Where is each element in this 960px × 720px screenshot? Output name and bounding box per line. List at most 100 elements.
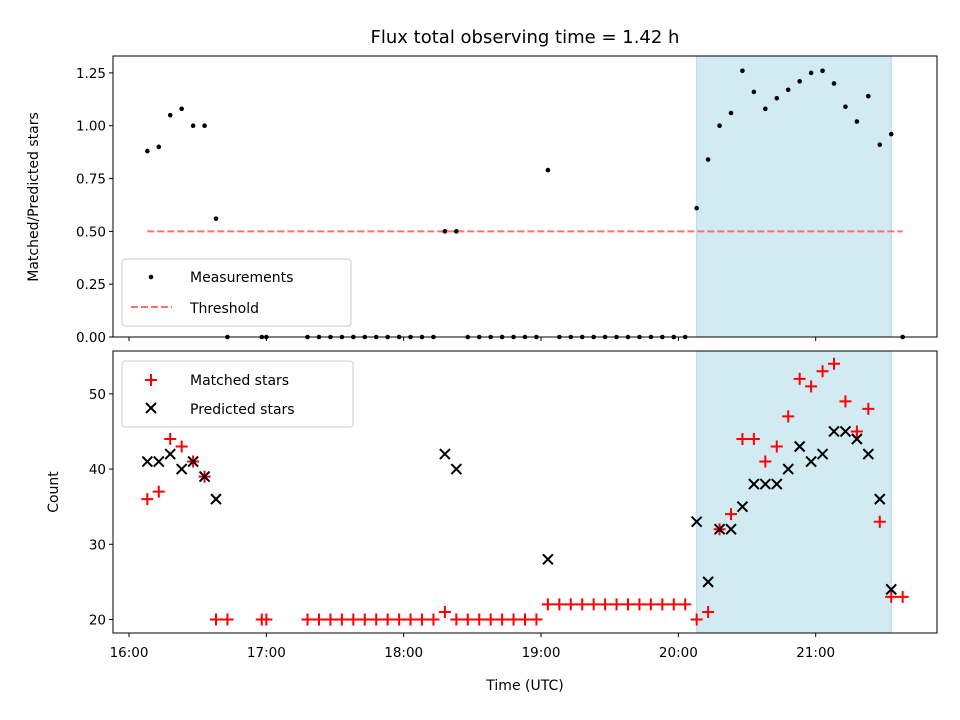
- top-legend-box: [121, 258, 352, 327]
- measurement-point: [442, 229, 448, 234]
- measurement-point: [751, 89, 757, 95]
- matched-star-point: [152, 485, 165, 498]
- matched-star-point: [519, 613, 531, 626]
- matched-star-point: [816, 365, 829, 378]
- predicted-star-point: [839, 425, 852, 438]
- legend-predicted-label: Predicted stars: [190, 402, 295, 418]
- matched-star-point: [679, 598, 692, 611]
- top-panel: 0.00 0.25 0.50 0.75 1.00 1.25 Matched/Predict…: [26, 55, 938, 346]
- matched-star-point: [667, 598, 680, 611]
- measurement-point: [808, 70, 814, 76]
- measurement-point: [545, 167, 551, 173]
- matched-star-point: [862, 402, 875, 415]
- predicted-star-point: [210, 493, 222, 505]
- predicted-star-point: [713, 523, 726, 535]
- matched-star-point: [313, 613, 325, 626]
- matched-star-point: [324, 613, 337, 626]
- legend-predicted-marker: [145, 402, 157, 414]
- matched-star-point: [461, 613, 474, 626]
- legend-matched-marker: [145, 374, 157, 386]
- matched-star-point: [599, 598, 612, 611]
- predicted-star-point: [725, 523, 737, 535]
- top-y-axis-label: Matched/Predicted stars: [26, 112, 42, 282]
- matched-star-point: [839, 395, 852, 408]
- predicted-star-point: [816, 448, 829, 460]
- predicted-star-point: [153, 455, 165, 468]
- matched-star-point: [335, 613, 348, 626]
- bottom-legend: Matched stars Predicted stars: [121, 360, 354, 428]
- predicted-star-point: [748, 478, 760, 490]
- top-legend: Measurements Threshold: [121, 258, 352, 327]
- legend-measurements-marker: [148, 274, 154, 280]
- matched-star-point: [736, 432, 749, 445]
- measurement-point: [866, 93, 871, 99]
- matched-star-point: [793, 372, 806, 385]
- measurement-point: [717, 123, 722, 129]
- matched-star-point: [656, 598, 669, 611]
- matched-star-point: [747, 432, 760, 445]
- predicted-star-point: [828, 425, 840, 438]
- measurement-point: [797, 79, 802, 84]
- measurement-point: [854, 119, 860, 124]
- matched-star-point: [702, 605, 715, 618]
- matched-star-point: [782, 410, 795, 423]
- predicted-star-point: [771, 478, 783, 490]
- matched-star-point: [770, 440, 783, 453]
- predicted-star-point: [141, 455, 154, 468]
- matched-star-point: [347, 613, 360, 626]
- matched-star-point: [507, 613, 520, 626]
- legend-matched-label: Matched stars: [190, 373, 289, 389]
- x-axis-label: Time (UTC): [485, 678, 563, 694]
- predicted-star-point: [187, 455, 199, 468]
- chart-title: Flux total observing time = 1.42 h: [371, 27, 680, 48]
- predicted-star-point: [175, 463, 188, 475]
- matched-star-point: [427, 613, 440, 626]
- bottom-ytick-label: 30: [89, 537, 106, 553]
- matched-star-point: [828, 357, 840, 370]
- measurement-point: [831, 81, 837, 86]
- measurement-point: [728, 110, 734, 116]
- matched-star-point: [358, 613, 371, 626]
- matched-star-point: [553, 598, 566, 611]
- matched-star-point: [541, 598, 554, 611]
- top-ytick-label: 0.75: [76, 172, 106, 188]
- legend-measurements-label: Measurements: [190, 270, 293, 286]
- top-ytick-label: 0.50: [76, 224, 106, 240]
- measurement-point: [785, 87, 791, 93]
- matched-star-point: [633, 598, 646, 611]
- matched-star-point: [805, 380, 818, 393]
- bottom-legend-box: [121, 360, 354, 428]
- top-ytick-label: 0.25: [76, 277, 106, 293]
- matched-star-point: [885, 590, 898, 603]
- matched-star-point: [873, 515, 886, 528]
- predicted-star-point: [874, 493, 886, 505]
- matched-star-point: [450, 613, 463, 626]
- bottom-y-axis-label: Count: [46, 471, 62, 513]
- measurement-point: [843, 104, 848, 110]
- predicted-star-point: [450, 463, 463, 475]
- predicted-star-point: [805, 455, 817, 468]
- bottom-xtick-label: 19:00: [522, 645, 561, 661]
- measurement-point: [156, 144, 162, 150]
- predicted-star-point: [198, 470, 211, 483]
- measurement-point: [888, 131, 894, 137]
- matched-star-point: [610, 598, 623, 611]
- measurement-point: [167, 112, 173, 118]
- measurement-point: [213, 216, 219, 221]
- matched-star-point: [622, 598, 634, 611]
- measurement-point: [454, 229, 459, 234]
- predicted-star-point: [702, 576, 714, 588]
- top-ytick-label: 1.00: [76, 119, 106, 135]
- predicted-star-point: [862, 448, 875, 460]
- measurement-point: [202, 123, 207, 129]
- bottom-ytick-label: 20: [89, 612, 106, 628]
- bottom-xtick-label: 20:00: [659, 645, 698, 661]
- matched-star-point: [260, 613, 273, 626]
- measurement-point: [740, 68, 745, 74]
- matched-star-point: [221, 613, 234, 626]
- predicted-star-point: [736, 500, 749, 513]
- measurement-point: [820, 68, 825, 74]
- predicted-star-point: [851, 433, 863, 445]
